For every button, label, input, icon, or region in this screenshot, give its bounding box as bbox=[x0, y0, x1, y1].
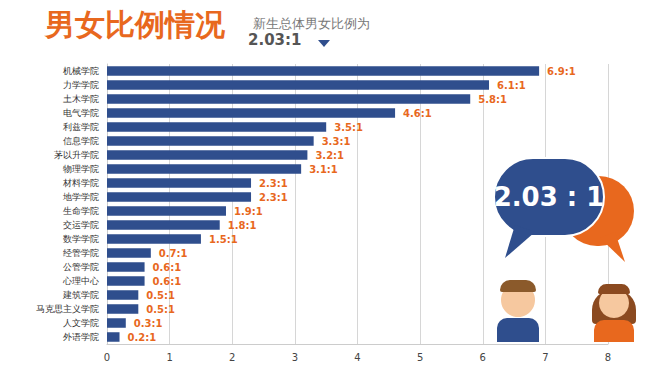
svg-text:0.5:1: 0.5:1 bbox=[146, 290, 175, 301]
svg-text:0.6:1: 0.6:1 bbox=[153, 276, 182, 287]
svg-text:1: 1 bbox=[166, 352, 172, 363]
svg-text:马克思主义学院: 马克思主义学院 bbox=[36, 304, 99, 314]
svg-text:1.5:1: 1.5:1 bbox=[209, 234, 238, 245]
svg-text:0.5:1: 0.5:1 bbox=[146, 304, 175, 315]
svg-text:6.1:1: 6.1:1 bbox=[497, 80, 526, 91]
svg-text:公管学院: 公管学院 bbox=[63, 262, 99, 272]
svg-text:交运学院: 交运学院 bbox=[63, 220, 99, 230]
svg-text:0: 0 bbox=[104, 352, 110, 363]
svg-text:电气学院: 电气学院 bbox=[63, 108, 99, 118]
svg-text:3.5:1: 3.5:1 bbox=[334, 122, 363, 133]
svg-text:生命学院: 生命学院 bbox=[63, 206, 99, 216]
svg-text:物理学院: 物理学院 bbox=[63, 164, 99, 174]
svg-text:0.3:1: 0.3:1 bbox=[134, 318, 163, 329]
svg-text:数学学院: 数学学院 bbox=[63, 234, 99, 244]
svg-text:土木学院: 土木学院 bbox=[63, 94, 99, 104]
svg-text:外语学院: 外语学院 bbox=[63, 332, 99, 342]
svg-text:2.3:1: 2.3:1 bbox=[259, 178, 288, 189]
svg-text:4: 4 bbox=[354, 352, 360, 363]
svg-text:2.3:1: 2.3:1 bbox=[259, 192, 288, 203]
svg-text:0.7:1: 0.7:1 bbox=[159, 248, 188, 259]
svg-text:机械学院: 机械学院 bbox=[63, 66, 99, 76]
svg-text:1.9:1: 1.9:1 bbox=[234, 206, 263, 217]
svg-text:5.8:1: 5.8:1 bbox=[478, 94, 507, 105]
svg-text:2.03 : 1: 2.03 : 1 bbox=[494, 182, 605, 212]
svg-text:8: 8 bbox=[605, 352, 611, 363]
svg-text:1.8:1: 1.8:1 bbox=[228, 220, 257, 231]
svg-text:3.1:1: 3.1:1 bbox=[309, 164, 338, 175]
svg-text:男女比例情况: 男女比例情况 bbox=[44, 7, 226, 42]
svg-text:5: 5 bbox=[417, 352, 423, 363]
svg-text:力学学院: 力学学院 bbox=[63, 80, 99, 90]
svg-text:7: 7 bbox=[542, 352, 548, 363]
svg-text:经管学院: 经管学院 bbox=[63, 248, 99, 258]
svg-text:6.9:1: 6.9:1 bbox=[547, 66, 576, 77]
svg-text:新生总体男女比例为: 新生总体男女比例为 bbox=[253, 16, 370, 31]
svg-text:0.6:1: 0.6:1 bbox=[153, 262, 182, 273]
svg-text:3.2:1: 3.2:1 bbox=[315, 150, 344, 161]
svg-text:地学学院: 地学学院 bbox=[62, 192, 99, 202]
svg-text:2: 2 bbox=[229, 352, 235, 363]
svg-text:信息学院: 信息学院 bbox=[63, 136, 99, 146]
svg-text:茅以升学院: 茅以升学院 bbox=[54, 150, 99, 160]
svg-text:利兹学院: 利兹学院 bbox=[63, 122, 99, 132]
svg-text:3.3:1: 3.3:1 bbox=[322, 136, 351, 147]
svg-text:3: 3 bbox=[292, 352, 298, 363]
svg-text:2.03:1: 2.03:1 bbox=[248, 31, 301, 49]
svg-text:材料学院: 材料学院 bbox=[62, 178, 99, 188]
svg-text:人文学院: 人文学院 bbox=[63, 318, 99, 328]
svg-text:6: 6 bbox=[480, 352, 486, 363]
svg-text:0.2:1: 0.2:1 bbox=[128, 332, 157, 343]
svg-text:建筑学院: 建筑学院 bbox=[62, 290, 99, 300]
svg-text:心理中心: 心理中心 bbox=[62, 276, 99, 286]
svg-text:4.6:1: 4.6:1 bbox=[403, 108, 432, 119]
